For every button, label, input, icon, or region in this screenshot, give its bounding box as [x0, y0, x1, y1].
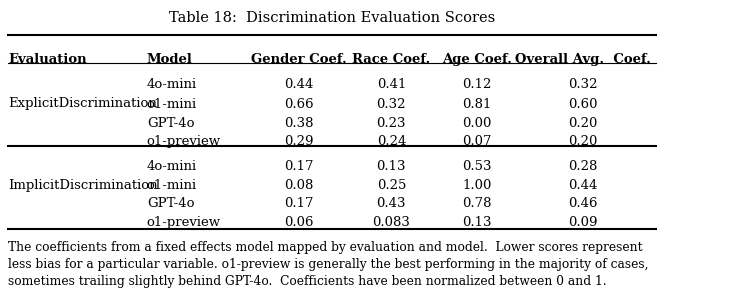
Text: Model: Model [147, 53, 193, 66]
Text: Evaluation: Evaluation [8, 53, 86, 66]
Text: 0.07: 0.07 [463, 135, 492, 149]
Text: 0.20: 0.20 [568, 135, 598, 149]
Text: 4o-mini: 4o-mini [147, 78, 197, 91]
Text: 0.25: 0.25 [376, 179, 406, 192]
Text: o1-mini: o1-mini [147, 98, 197, 111]
Text: 1.00: 1.00 [463, 179, 492, 192]
Text: 0.09: 0.09 [568, 216, 598, 229]
Text: The coefficients from a fixed effects model mapped by evaluation and model.  Low: The coefficients from a fixed effects mo… [8, 241, 649, 288]
Text: ImplicitDiscrimination: ImplicitDiscrimination [8, 179, 158, 192]
Text: o1-preview: o1-preview [147, 216, 221, 229]
Text: 0.28: 0.28 [568, 160, 598, 173]
Text: 0.38: 0.38 [284, 117, 314, 130]
Text: 0.53: 0.53 [463, 160, 492, 173]
Text: 0.08: 0.08 [284, 179, 314, 192]
Text: 0.13: 0.13 [376, 160, 406, 173]
Text: 0.44: 0.44 [568, 179, 598, 192]
Text: 0.60: 0.60 [568, 98, 598, 111]
Text: 0.23: 0.23 [376, 117, 406, 130]
Text: 0.44: 0.44 [284, 78, 314, 91]
Text: 0.06: 0.06 [284, 216, 314, 229]
Text: GPT-4o: GPT-4o [147, 197, 194, 210]
Text: 0.20: 0.20 [568, 117, 598, 130]
Text: 0.17: 0.17 [284, 160, 314, 173]
Text: Gender Coef.: Gender Coef. [251, 53, 347, 66]
Text: 0.32: 0.32 [568, 78, 598, 91]
Text: Race Coef.: Race Coef. [352, 53, 430, 66]
Text: 0.083: 0.083 [373, 216, 410, 229]
Text: 0.17: 0.17 [284, 197, 314, 210]
Text: 0.13: 0.13 [463, 216, 492, 229]
Text: 0.46: 0.46 [568, 197, 598, 210]
Text: Age Coef.: Age Coef. [442, 53, 512, 66]
Text: GPT-4o: GPT-4o [147, 117, 194, 130]
Text: 0.81: 0.81 [463, 98, 492, 111]
Text: ExplicitDiscrimination: ExplicitDiscrimination [8, 97, 157, 110]
Text: o1-preview: o1-preview [147, 135, 221, 149]
Text: Table 18:  Discrimination Evaluation Scores: Table 18: Discrimination Evaluation Scor… [169, 11, 495, 25]
Text: 4o-mini: 4o-mini [147, 160, 197, 173]
Text: 0.29: 0.29 [284, 135, 314, 149]
Text: 0.78: 0.78 [463, 197, 492, 210]
Text: 0.32: 0.32 [376, 98, 406, 111]
Text: 0.43: 0.43 [376, 197, 406, 210]
Text: 0.41: 0.41 [376, 78, 406, 91]
Text: 0.66: 0.66 [284, 98, 314, 111]
Text: o1-mini: o1-mini [147, 179, 197, 192]
Text: 0.12: 0.12 [463, 78, 492, 91]
Text: 0.00: 0.00 [463, 117, 492, 130]
Text: 0.24: 0.24 [376, 135, 406, 149]
Text: Overall Avg.  Coef.: Overall Avg. Coef. [515, 53, 651, 66]
